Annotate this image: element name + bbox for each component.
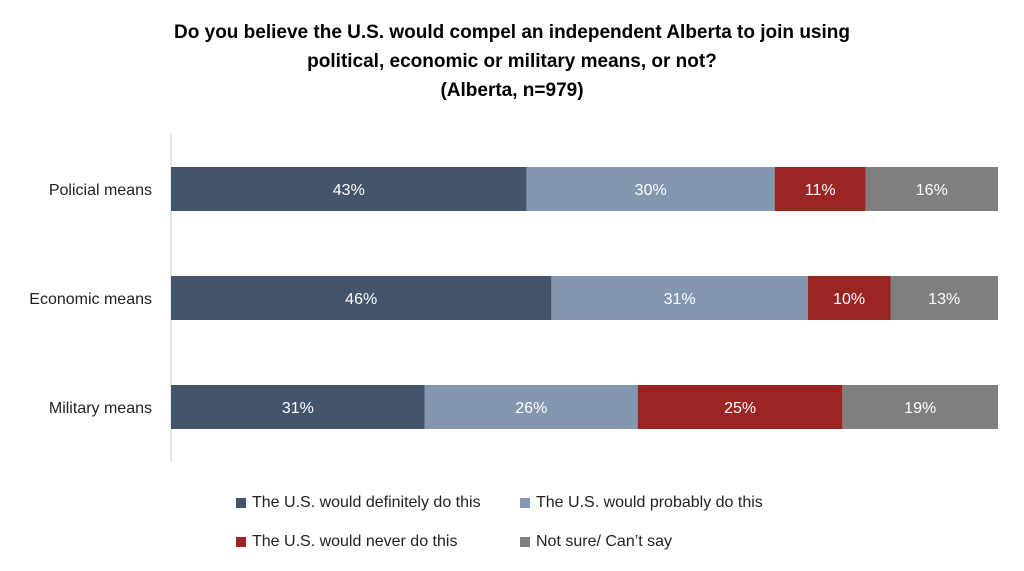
bar-policial-means-series-1 xyxy=(526,167,775,211)
chart-title-line-2: political, economic or military means, o… xyxy=(307,51,717,72)
legend-swatch-definitely xyxy=(236,498,246,508)
data-label-policial-means-series-1: 30% xyxy=(635,182,667,199)
data-label-military-means-series-2: 25% xyxy=(724,400,756,417)
bar-policial-means-series-2 xyxy=(774,167,866,211)
bar-policial-means-series-3 xyxy=(865,167,998,211)
data-label-military-means-series-1: 26% xyxy=(515,400,547,417)
data-label-military-means-series-0: 31% xyxy=(282,400,314,417)
chart-title: Do you believe the U.S. would compel an … xyxy=(0,18,1024,105)
bar-military-means-series-0 xyxy=(171,385,425,429)
bar-economic-means-series-1 xyxy=(551,276,808,320)
data-label-policial-means-series-0: 43% xyxy=(333,182,365,199)
data-label-military-means-series-3: 19% xyxy=(904,400,936,417)
bar-military-means-series-3 xyxy=(842,385,998,429)
category-label-policial-means: Policial means xyxy=(49,182,152,199)
chart-title-line-3: (Alberta, n=979) xyxy=(440,80,584,101)
legend-label-probably: The U.S. would probably do this xyxy=(536,494,763,511)
data-label-policial-means-series-2: 11% xyxy=(805,182,836,199)
data-label-economic-means-series-3: 13% xyxy=(928,291,960,308)
legend-label-definitely: The U.S. would definitely do this xyxy=(252,494,481,511)
legend-item-not-sure: Not sure/ Can’t say xyxy=(520,533,672,551)
bar-military-means-series-2 xyxy=(637,385,843,429)
bar-economic-means-series-3 xyxy=(890,276,998,320)
legend-label-never: The U.S. would never do this xyxy=(252,533,458,550)
data-label-economic-means-series-2: 10% xyxy=(833,291,865,308)
legend-label-not-sure: Not sure/ Can’t say xyxy=(536,533,673,550)
data-label-economic-means-series-1: 31% xyxy=(664,291,696,308)
category-label-military-means: Military means xyxy=(49,400,152,417)
bar-economic-means-series-0 xyxy=(171,276,552,320)
bar-policial-means-series-0 xyxy=(171,167,527,211)
legend-swatch-probably xyxy=(520,498,530,508)
legend-swatch-not-sure xyxy=(520,537,530,547)
bar-military-means-series-1 xyxy=(424,385,638,429)
legend-swatch-never xyxy=(236,537,246,547)
chart-title-line-1: Do you believe the U.S. would compel an … xyxy=(174,22,850,43)
legend-item-definitely: The U.S. would definitely do this xyxy=(236,494,481,512)
data-label-economic-means-series-0: 46% xyxy=(345,291,377,308)
category-label-economic-means: Economic means xyxy=(29,291,152,308)
legend-item-never: The U.S. would never do this xyxy=(236,533,457,551)
legend-item-probably: The U.S. would probably do this xyxy=(520,494,763,512)
data-label-policial-means-series-3: 16% xyxy=(916,182,948,199)
bar-economic-means-series-2 xyxy=(807,276,891,320)
bars-group: 43% 30% 11% 16% 46% 31% 10% 13% 31% 26% 25% 19% xyxy=(171,167,998,429)
